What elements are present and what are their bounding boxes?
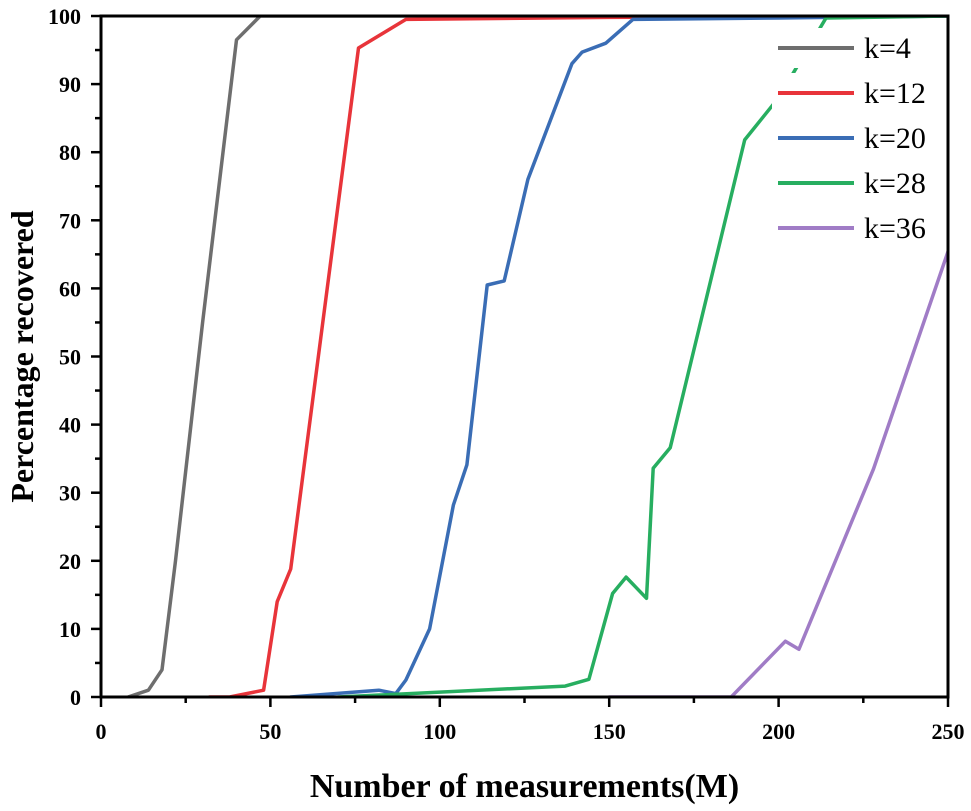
y-axis: 0 10 20 30 40 50 60 70 80 90 100 xyxy=(48,4,101,710)
x-tick-label: 0 xyxy=(96,719,107,744)
y-tick-label: 0 xyxy=(70,685,81,710)
series-line-k-36 xyxy=(607,249,948,697)
x-axis-title: Number of measurements(M) xyxy=(310,768,739,805)
x-tick-label: 150 xyxy=(593,719,626,744)
y-tick-label: 10 xyxy=(59,617,81,642)
x-tick-label: 50 xyxy=(259,719,281,744)
x-tick-label: 200 xyxy=(762,719,795,744)
y-tick-label: 30 xyxy=(59,481,81,506)
legend-label: k=28 xyxy=(864,167,926,200)
y-tick-label: 70 xyxy=(59,208,81,233)
legend-label: k=20 xyxy=(864,122,926,155)
legend: k=4 k=12 k=20 k=28 k=36 xyxy=(772,28,942,248)
legend-label: k=12 xyxy=(864,77,926,110)
legend-label: k=36 xyxy=(864,212,926,245)
x-tick-label: 100 xyxy=(423,719,456,744)
series-line-k-4 xyxy=(126,16,948,697)
series-line-k-20 xyxy=(288,16,948,697)
plot-lines xyxy=(126,16,948,697)
y-axis-title: Percentage recovered xyxy=(4,210,40,503)
series-line-k-12 xyxy=(207,16,948,697)
y-tick-label: 40 xyxy=(59,413,81,438)
y-tick-label: 90 xyxy=(59,72,81,97)
y-tick-label: 100 xyxy=(48,4,81,29)
y-tick-label: 20 xyxy=(59,549,81,574)
legend-label: k=4 xyxy=(864,32,911,65)
y-tick-label: 60 xyxy=(59,276,81,301)
x-tick-label: 250 xyxy=(932,719,965,744)
x-axis: 0 50 100 150 200 250 xyxy=(96,697,965,744)
y-tick-label: 50 xyxy=(59,345,81,370)
y-tick-label: 80 xyxy=(59,140,81,165)
